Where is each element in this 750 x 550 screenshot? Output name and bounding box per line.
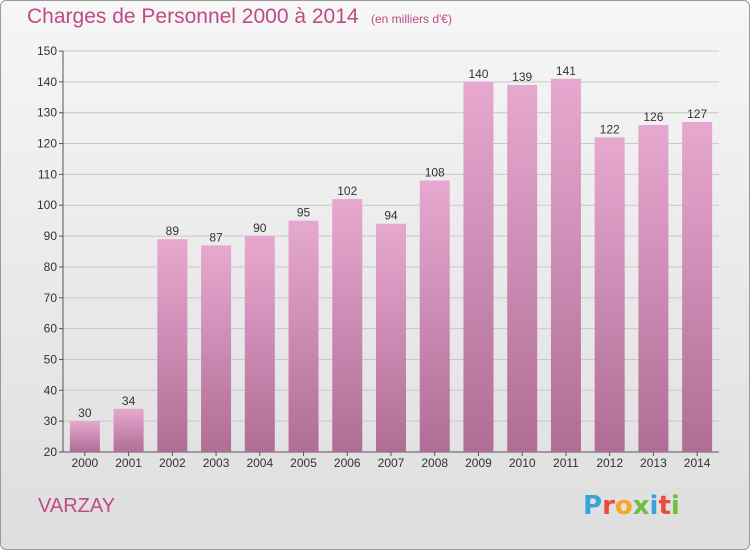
bar: [288, 220, 319, 452]
bar: [550, 78, 581, 452]
proxiti-logo: Proxiti: [583, 491, 680, 521]
y-tick-label: 60: [44, 322, 58, 336]
bar: [332, 199, 363, 452]
y-tick-label: 90: [44, 229, 58, 243]
x-tick-label: 2006: [334, 456, 361, 470]
y-tick-label: 30: [44, 414, 58, 428]
logo-letter: t: [658, 491, 671, 521]
y-tick-label: 50: [44, 352, 58, 366]
x-tick-label: 2013: [640, 456, 667, 470]
y-tick-label: 70: [44, 291, 58, 305]
logo-letter: P: [583, 491, 603, 521]
data-label: 141: [556, 64, 576, 78]
bar: [157, 239, 188, 452]
logo-letter: x: [632, 491, 650, 521]
data-label: 108: [425, 166, 445, 180]
y-tick-label: 20: [44, 445, 58, 459]
x-tick-label: 2003: [203, 456, 230, 470]
bar: [507, 84, 538, 452]
y-tick-label: 100: [37, 198, 57, 212]
y-tick-label: 150: [37, 44, 57, 58]
y-tick-label: 130: [37, 106, 57, 120]
x-tick-label: 2007: [378, 456, 405, 470]
logo-letter: i: [670, 491, 680, 521]
bar: [638, 125, 669, 453]
chart-title: Charges de Personnel 2000 à 2014: [27, 5, 359, 28]
x-tick-label: 2011: [553, 456, 579, 470]
bar: [113, 408, 144, 452]
x-tick-label: 2002: [159, 456, 186, 470]
x-tick-label: 2001: [115, 456, 142, 470]
bar: [201, 245, 232, 452]
bar: [419, 180, 450, 453]
data-label: 139: [512, 70, 532, 84]
data-label: 89: [166, 224, 180, 238]
data-label: 87: [209, 230, 223, 244]
logo-letter: o: [614, 491, 633, 521]
bar: [682, 121, 713, 452]
logo-letter: i: [649, 491, 659, 521]
y-tick-label: 80: [44, 260, 58, 274]
data-label: 34: [122, 394, 136, 408]
bar: [594, 137, 625, 452]
logo-letter: r: [602, 491, 615, 521]
bar: [376, 223, 406, 452]
commune-name: VARZAY: [38, 495, 116, 517]
data-label: 140: [468, 67, 488, 81]
bar: [244, 236, 275, 452]
y-tick-label: 140: [37, 75, 57, 89]
x-tick-label: 2008: [421, 456, 448, 470]
data-label: 126: [643, 110, 663, 124]
data-label: 30: [78, 406, 92, 420]
bar: [463, 81, 494, 452]
data-label: 122: [600, 122, 620, 136]
x-tick-label: 2010: [509, 456, 536, 470]
y-tick-label: 120: [37, 137, 57, 151]
x-tick-label: 2009: [465, 456, 492, 470]
y-tick-label: 110: [38, 167, 57, 181]
x-tick-label: 2014: [684, 456, 711, 470]
chart-subtitle: (en milliers d'€): [371, 12, 452, 26]
data-label: 102: [337, 184, 357, 198]
x-tick-label: 2012: [596, 456, 623, 470]
data-label: 95: [297, 206, 311, 220]
x-tick-label: 2000: [72, 456, 99, 470]
data-label: 127: [687, 107, 707, 121]
x-tick-label: 2004: [246, 456, 273, 470]
data-label: 90: [253, 221, 267, 235]
data-label: 94: [384, 209, 398, 223]
bar: [69, 421, 100, 452]
x-tick-label: 2005: [290, 456, 317, 470]
y-tick-label: 40: [44, 383, 58, 397]
